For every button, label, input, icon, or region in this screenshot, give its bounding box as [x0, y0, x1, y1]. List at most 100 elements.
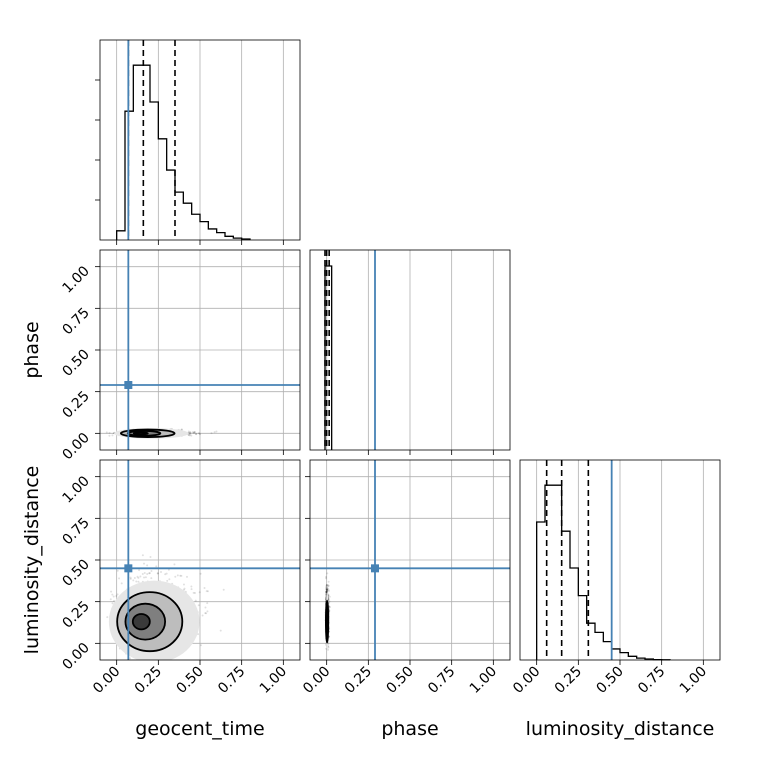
sample-point	[137, 576, 140, 579]
truth-marker	[371, 564, 379, 573]
sample-point	[195, 433, 198, 436]
sample-point	[325, 586, 328, 589]
sample-point	[190, 588, 193, 591]
sample-point	[327, 584, 330, 587]
sample-point	[129, 576, 132, 579]
sample-point	[198, 432, 201, 435]
sample-point	[324, 592, 327, 595]
density-layer	[310, 460, 510, 660]
sample-point	[187, 433, 190, 436]
sample-point	[205, 612, 208, 615]
sample-point	[203, 587, 206, 590]
panels: 0.00 0.25 0.50 0.75 1.000.000.250.500.751.00…	[59, 39, 721, 697]
sample-point	[189, 431, 192, 434]
sample-point	[326, 572, 329, 575]
sample-point	[189, 433, 192, 436]
sample-point	[190, 585, 193, 588]
sample-point	[156, 572, 159, 575]
sample-point	[111, 593, 114, 596]
hist-panel-luminosity_distance: 0.00 0.25 0.50 0.75 1.00	[510, 459, 721, 697]
sample-point	[326, 588, 329, 591]
sample-point	[206, 610, 209, 613]
sample-point	[115, 595, 118, 598]
x-tick-label: 1.00	[467, 664, 500, 697]
sample-point	[326, 585, 329, 588]
sample-point	[194, 599, 197, 602]
sample-point	[206, 602, 209, 605]
sample-point	[180, 574, 183, 577]
y-tick-label: 0.50	[59, 347, 92, 380]
truth-marker	[124, 564, 133, 573]
sample-point	[148, 572, 151, 575]
sample-point	[111, 434, 114, 437]
sample-point	[109, 598, 112, 601]
sample-point	[155, 565, 158, 568]
x-tick-label: 1.00	[677, 664, 710, 697]
density-contour	[131, 613, 151, 631]
sample-point	[204, 606, 207, 609]
sample-point	[325, 584, 328, 587]
sample-point	[166, 579, 169, 582]
sample-point	[205, 590, 208, 593]
sample-point	[129, 657, 132, 660]
x-tick-label: 0.50	[173, 664, 206, 697]
sample-point	[164, 573, 167, 576]
sample-point	[324, 586, 327, 589]
sample-point	[206, 590, 209, 593]
sample-point	[188, 434, 191, 437]
sample-point	[199, 644, 202, 647]
sample-point	[327, 588, 330, 591]
sample-point	[113, 599, 116, 602]
histogram-step	[536, 484, 671, 661]
x-tick-label: 0.75	[425, 664, 458, 697]
sample-point	[150, 577, 153, 580]
truth-marker	[124, 381, 133, 389]
sample-point	[133, 577, 136, 580]
sample-point	[136, 575, 139, 578]
sample-point	[201, 614, 204, 617]
sample-point	[199, 572, 202, 575]
sample-point	[326, 590, 329, 593]
sample-point	[148, 572, 151, 575]
sample-point	[129, 577, 132, 580]
y-axis-label-phase: phase	[21, 321, 43, 378]
y-tick-label: 1.00	[59, 263, 92, 296]
sample-point	[190, 434, 193, 437]
histogram-step	[116, 64, 251, 240]
sample-point	[138, 569, 141, 572]
sample-point	[195, 433, 198, 436]
sample-point	[144, 576, 147, 579]
sample-point	[325, 590, 328, 593]
x-tick-label: 0.25	[132, 664, 165, 697]
density-panel-geocent_time-phase: 0.00 0.25 0.50 0.75 1.00	[59, 249, 301, 463]
sample-point	[110, 590, 113, 593]
sample-point	[325, 591, 328, 594]
sample-point	[327, 597, 330, 600]
sample-point	[141, 554, 144, 557]
sample-point	[193, 592, 196, 595]
sample-point	[143, 562, 146, 565]
y-axis-label-luminosity_distance: luminosity_distance	[21, 466, 43, 655]
sample-point	[139, 575, 142, 578]
sample-point	[135, 580, 138, 583]
sample-point	[215, 430, 218, 433]
sample-point	[183, 587, 186, 590]
sample-point	[150, 569, 153, 572]
sample-point	[325, 590, 328, 593]
sample-point	[326, 588, 329, 591]
x-tick-label: 0.25	[342, 664, 375, 697]
sample-point	[326, 588, 329, 591]
density-panel-phase-luminosity_distance: 0.00 0.25 0.50 0.75 1.00	[300, 459, 511, 697]
y-tick-label: 1.00	[59, 473, 92, 506]
sample-point	[118, 577, 121, 580]
sample-point	[325, 575, 328, 578]
sample-point	[146, 564, 149, 567]
sample-point	[328, 589, 331, 592]
sample-point	[137, 580, 140, 583]
sample-point	[167, 568, 170, 571]
sample-point	[197, 432, 200, 435]
sample-point	[105, 431, 108, 434]
hist-panel-phase	[309, 249, 511, 455]
y-tick-label: 0.00	[59, 430, 92, 463]
sample-point	[198, 591, 201, 594]
